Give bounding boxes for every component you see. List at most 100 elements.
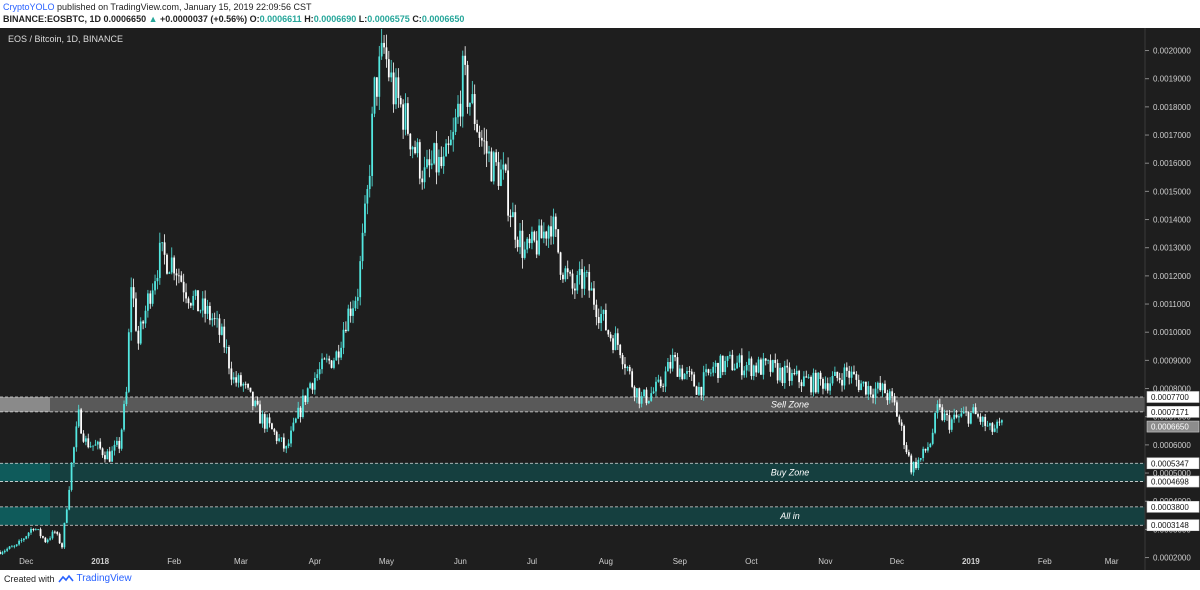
- candle-body: [581, 269, 583, 289]
- candle: [261, 410, 264, 428]
- candle: [643, 389, 645, 398]
- candle: [752, 364, 755, 381]
- candle-body: [662, 386, 665, 388]
- candle: [984, 414, 987, 432]
- candle-body: [223, 326, 226, 348]
- candle-body: [111, 450, 114, 462]
- candle: [144, 305, 147, 328]
- candle-body: [905, 445, 908, 453]
- candle: [576, 270, 579, 294]
- candle: [96, 440, 99, 450]
- candle-body: [87, 438, 90, 448]
- candle-body: [585, 272, 588, 273]
- candle-body: [714, 363, 717, 367]
- tradingview-brand[interactable]: TradingView: [76, 573, 132, 584]
- candle-body: [471, 94, 474, 103]
- candle-body: [158, 242, 161, 278]
- candle-body: [418, 142, 421, 179]
- candle: [182, 273, 185, 302]
- candle-body: [867, 386, 870, 395]
- candle-body: [175, 273, 178, 276]
- candle-body: [528, 238, 531, 244]
- candle-body: [104, 455, 106, 460]
- candle-body: [564, 268, 567, 280]
- candle: [638, 387, 641, 409]
- candle: [204, 290, 207, 323]
- candle: [989, 422, 991, 431]
- candle: [263, 412, 266, 433]
- candle: [736, 355, 738, 369]
- candle-body: [812, 372, 815, 393]
- candle: [447, 136, 450, 154]
- candle: [953, 408, 956, 423]
- candle-body: [814, 372, 817, 393]
- zone-band-2: [0, 506, 1145, 526]
- candle: [922, 446, 925, 462]
- x-tick-label: May: [379, 557, 394, 566]
- candle: [115, 436, 118, 448]
- candle-body: [950, 419, 953, 430]
- candle: [139, 317, 142, 346]
- candle-body: [139, 321, 142, 344]
- candle: [256, 396, 259, 406]
- candle-body: [204, 298, 207, 314]
- candle: [273, 427, 276, 435]
- candle-body: [698, 386, 700, 395]
- candle: [991, 421, 994, 435]
- candle-body: [352, 308, 354, 316]
- candle: [383, 35, 385, 54]
- high-value: 0.0006690: [313, 14, 357, 24]
- candle-body: [702, 372, 705, 396]
- candle-body: [848, 370, 851, 378]
- candle: [302, 389, 304, 419]
- author-link[interactable]: CryptoYOLO: [3, 2, 55, 12]
- candle-body: [917, 459, 920, 469]
- candle-body: [657, 379, 660, 382]
- candle-body: [330, 360, 333, 368]
- candle-body: [597, 317, 600, 324]
- candle: [364, 195, 366, 237]
- candle: [764, 358, 767, 366]
- candle-body: [42, 536, 44, 538]
- candle-body: [485, 141, 488, 154]
- zone-left-box-1: [0, 463, 50, 482]
- candle: [702, 365, 705, 401]
- candle: [287, 439, 290, 449]
- candle: [967, 411, 970, 427]
- candle: [876, 381, 879, 394]
- candle-body: [924, 448, 927, 451]
- candle-body: [99, 441, 102, 449]
- candle: [829, 377, 832, 395]
- candle: [786, 359, 789, 373]
- candle: [941, 404, 944, 422]
- zone-high-2-label: 0.0003800: [1151, 503, 1189, 512]
- candle: [94, 439, 97, 446]
- candle-body: [953, 414, 956, 420]
- candle: [562, 272, 564, 283]
- x-tick-label: Apr: [309, 557, 322, 566]
- candle-body: [554, 216, 557, 230]
- candle-body: [724, 360, 727, 372]
- candle: [542, 222, 545, 244]
- candle: [621, 352, 624, 370]
- candle-body: [299, 407, 302, 417]
- candle: [154, 274, 156, 295]
- candle: [294, 417, 297, 424]
- candle-body: [631, 371, 634, 387]
- candle-body: [590, 288, 593, 291]
- chart-title: EOS / Bitcoin, 1D, BINANCE: [8, 34, 123, 44]
- candle: [817, 372, 820, 394]
- candle: [812, 368, 815, 397]
- y-tick-label: 0.0008000: [1153, 385, 1191, 394]
- candle-body: [974, 407, 977, 415]
- candle-body: [514, 212, 517, 240]
- candle: [156, 270, 159, 290]
- candle-body: [151, 290, 154, 304]
- candle-body: [919, 458, 922, 460]
- candle: [75, 421, 78, 452]
- candle-body: [841, 379, 843, 386]
- candle: [626, 365, 629, 372]
- price-chart[interactable]: Sell Zone Buy Zone All in 0.0020000 0.00190…: [0, 28, 1200, 570]
- candle-body: [853, 371, 855, 375]
- candle: [63, 522, 66, 549]
